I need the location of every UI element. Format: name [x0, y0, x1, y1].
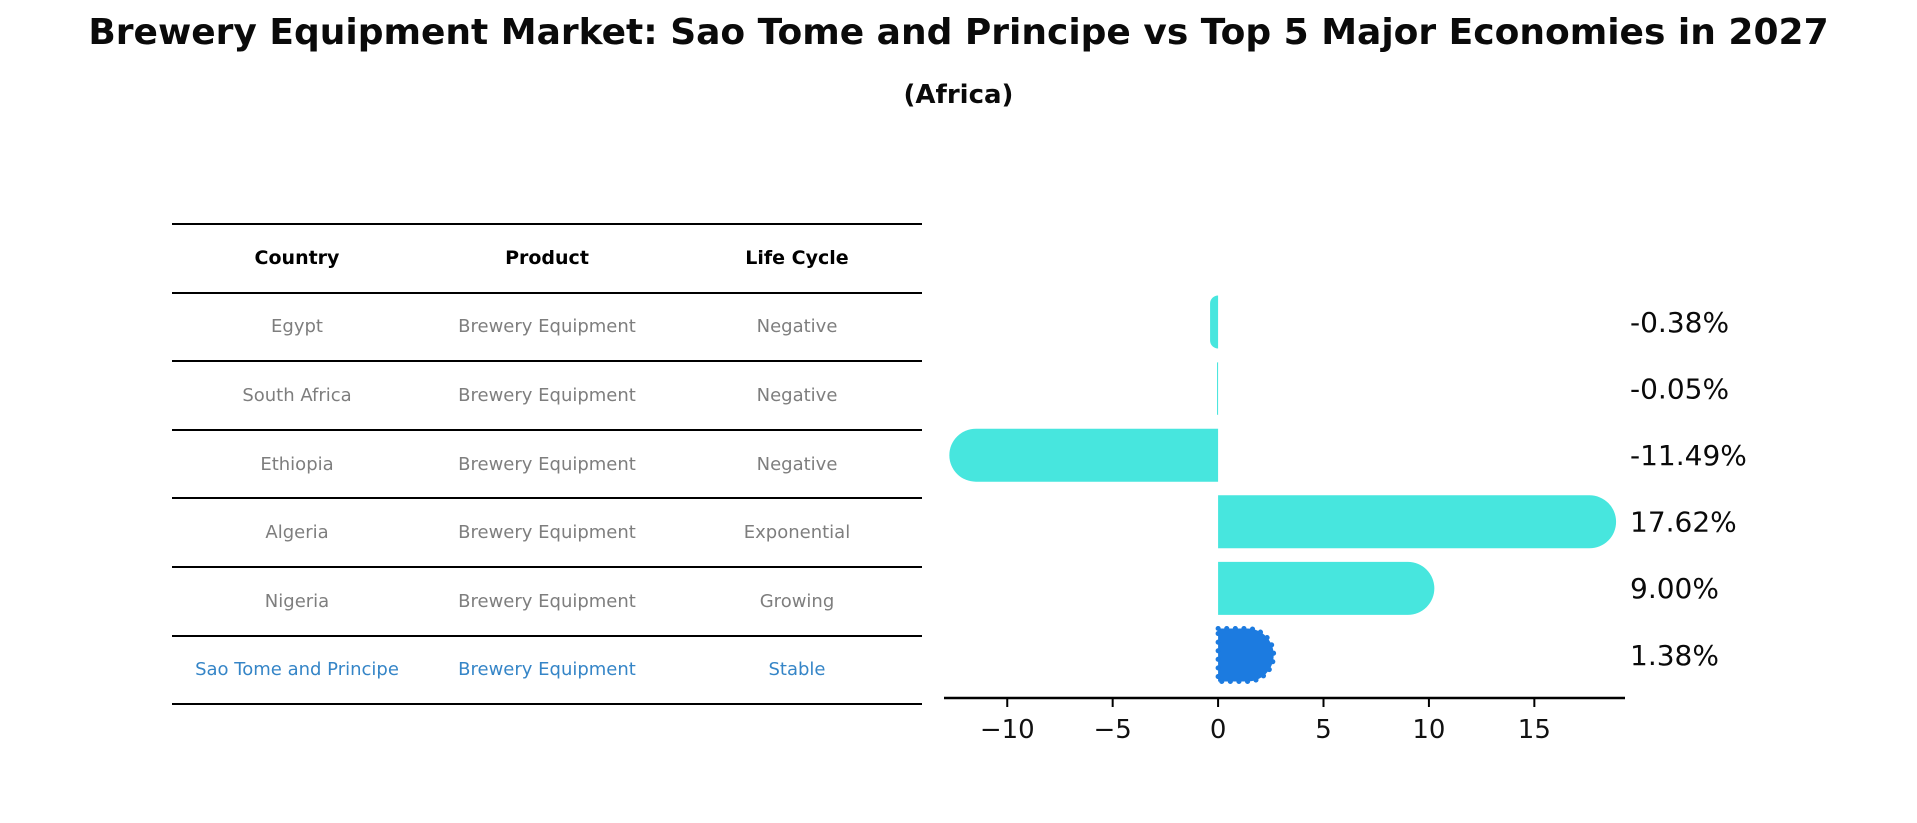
cell-product: Brewery Equipment — [458, 453, 636, 475]
cell-product: Brewery Equipment — [458, 590, 636, 612]
bar — [949, 428, 1219, 482]
table-row: South Africa Brewery Equipment Negative — [172, 362, 922, 431]
column-header-country: Country — [254, 247, 340, 270]
page-subtitle: (Africa) — [903, 80, 1014, 110]
bar-value-label: -0.05% — [1630, 372, 1729, 405]
cell-country: Sao Tome and Principe — [195, 659, 399, 681]
table-row: Ethiopia Brewery Equipment Negative — [172, 431, 922, 500]
cell-country: South Africa — [242, 384, 352, 406]
cell-product: Brewery Equipment — [458, 522, 636, 544]
cell-life-cycle: Growing — [759, 590, 835, 612]
cell-country: Nigeria — [264, 590, 330, 612]
table-row: Nigeria Brewery Equipment Growing — [172, 568, 922, 637]
bar — [1210, 295, 1219, 349]
column-header-life-cycle: Life Cycle — [745, 247, 849, 270]
cell-life-cycle: Stable — [768, 659, 826, 681]
cell-country: Algeria — [265, 522, 329, 544]
x-tick-label: 10 — [1412, 715, 1445, 745]
x-tick-label: 5 — [1315, 715, 1332, 745]
x-tick-label: 15 — [1518, 715, 1551, 745]
page-title: Brewery Equipment Market: Sao Tome and P… — [88, 12, 1829, 53]
column-header-product: Product — [505, 247, 589, 270]
bar-value-label: 9.00% — [1630, 572, 1719, 605]
x-tick-label: 0 — [1210, 715, 1227, 745]
table-body: Egypt Brewery Equipment Negative South Afri… — [172, 294, 922, 706]
table-row-highlighted: Sao Tome and Principe Brewery Equipment St… — [172, 637, 922, 706]
table-row: Egypt Brewery Equipment Negative — [172, 294, 922, 363]
bar — [1218, 561, 1435, 615]
cell-country: Ethiopia — [260, 453, 334, 475]
cell-life-cycle: Negative — [756, 316, 838, 338]
cell-life-cycle: Negative — [756, 453, 838, 475]
bar-value-label: 17.62% — [1630, 506, 1737, 539]
bar-value-label: 1.38% — [1630, 639, 1719, 672]
x-tick-label: −10 — [980, 715, 1035, 745]
cell-country: Egypt — [271, 316, 323, 338]
bar-value-label: -0.38% — [1630, 306, 1729, 339]
bar — [1217, 362, 1219, 416]
cell-product: Brewery Equipment — [458, 384, 636, 406]
cell-product: Brewery Equipment — [458, 316, 636, 338]
bar-chart: -0.38% -0.05% -11.49% 17.62% 9.00% 1.38% −10 −5… — [944, 295, 1747, 745]
comparison-table: Country Product Life Cycle Egypt Brewery … — [172, 223, 922, 706]
table-header-row: Country Product Life Cycle — [172, 225, 922, 294]
bar-highlighted — [1215, 626, 1277, 684]
table-row: Algeria Brewery Equipment Exponential — [172, 499, 922, 568]
bar-value-label: -11.49% — [1630, 439, 1747, 472]
cell-product: Brewery Equipment — [458, 659, 636, 681]
cell-life-cycle: Exponential — [743, 522, 851, 544]
bar — [1218, 495, 1617, 549]
x-tick-label: −5 — [1094, 715, 1132, 745]
cell-life-cycle: Negative — [756, 384, 838, 406]
